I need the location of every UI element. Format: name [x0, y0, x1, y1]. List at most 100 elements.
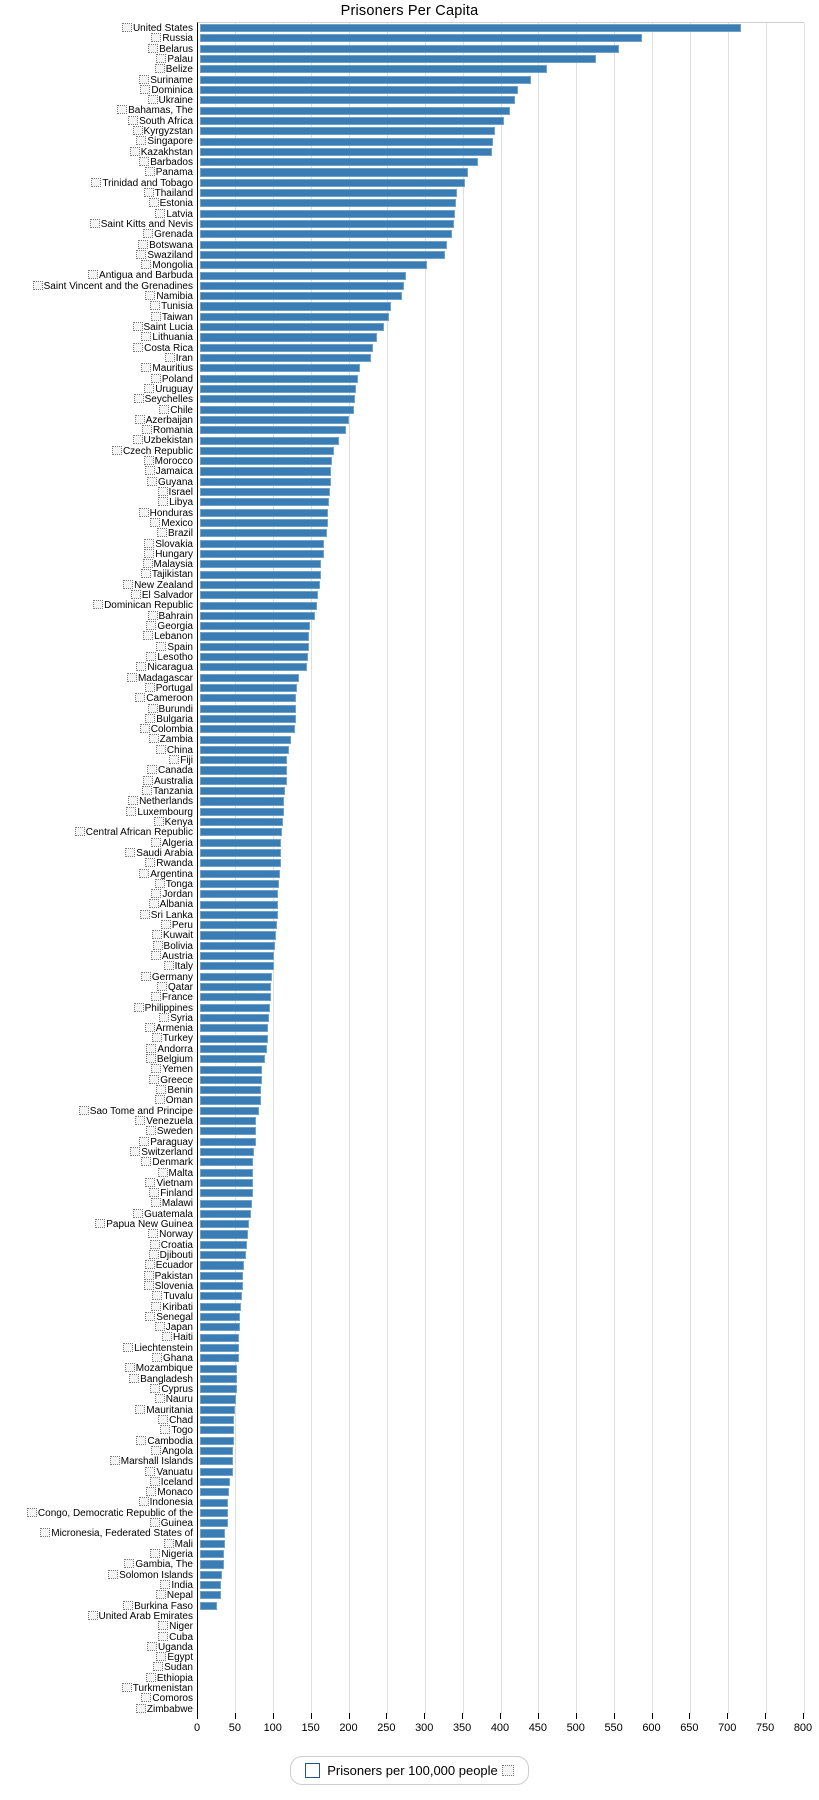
- country-name: Sri Lanka: [150, 909, 193, 921]
- country-name: Kyrgyzstan: [143, 126, 193, 138]
- missing-flag-icon: [156, 641, 167, 651]
- country-label: Andorra: [1, 1043, 193, 1054]
- country-name: Israel: [168, 486, 193, 498]
- country-name: Cyprus: [161, 1384, 193, 1396]
- missing-flag-icon: [150, 1445, 161, 1455]
- country-label: Kyrgyzstan: [1, 126, 193, 138]
- country-name: Italy: [174, 961, 193, 973]
- bar: [199, 343, 373, 352]
- bar-row: France: [1, 992, 804, 1003]
- bar-row: Switzerland: [1, 1146, 804, 1158]
- bar: [199, 85, 518, 95]
- bar: [199, 1601, 217, 1610]
- country-name: Uruguay: [155, 383, 193, 395]
- missing-flag-icon: [146, 1043, 157, 1053]
- missing-flag-icon: [148, 734, 159, 744]
- bar-row: Mozambique: [1, 1363, 804, 1374]
- bar-row: Antigua and Barbuda: [1, 270, 804, 281]
- bar-row: Central African Republic: [1, 827, 804, 838]
- bar-row: Monaco: [1, 1487, 804, 1499]
- country-name: Philippines: [144, 1002, 193, 1014]
- bar: [199, 694, 297, 703]
- country-label: Marshall Islands: [1, 1456, 193, 1468]
- country-label: Jordan: [1, 889, 193, 900]
- bar: [199, 457, 333, 466]
- x-axis-tick: [424, 1713, 426, 1719]
- missing-flag-icon: [149, 1518, 160, 1528]
- country-name: Kiribati: [162, 1301, 193, 1313]
- bar: [199, 1261, 245, 1270]
- bar: [199, 364, 361, 373]
- missing-flag-icon: [109, 1456, 120, 1466]
- bar-row: Dominican Republic: [1, 600, 804, 611]
- country-name: Marshall Islands: [120, 1456, 193, 1468]
- bar-row: Lebanon: [1, 631, 804, 642]
- missing-flag-icon: [138, 1497, 149, 1507]
- bar-row: Oman: [1, 1095, 804, 1106]
- bar: [199, 776, 287, 785]
- x-axis-tick-label: 400: [490, 1722, 510, 1734]
- gridline: [424, 23, 426, 1714]
- bar-row: Germany: [1, 971, 804, 982]
- country-label: Azerbaijan: [1, 414, 193, 426]
- missing-flag-icon: [147, 703, 158, 713]
- country-name: Estonia: [159, 198, 193, 210]
- missing-flag-icon: [149, 1188, 160, 1198]
- x-axis-tick: [575, 1713, 577, 1719]
- bar-row: Denmark: [1, 1157, 804, 1168]
- bar: [199, 220, 455, 229]
- country-name: Finland: [160, 1188, 193, 1200]
- country-label: Togo: [1, 1425, 193, 1436]
- bar: [199, 828, 283, 837]
- bar-row: Chile: [1, 404, 804, 415]
- country-name: Suriname: [150, 74, 193, 86]
- country-name: Cameroon: [146, 693, 193, 705]
- bar-row: Papua New Guinea: [1, 1219, 804, 1230]
- country-name: Monaco: [157, 1487, 193, 1499]
- country-name: Fiji: [180, 755, 193, 767]
- bar-row: Saint Vincent and the Grenadines: [1, 280, 804, 291]
- bar: [199, 189, 458, 198]
- x-axis-tick: [803, 1713, 804, 1719]
- gridline: [652, 23, 653, 1714]
- bar: [199, 1137, 256, 1146]
- missing-flag-icon: [151, 889, 162, 899]
- bar-row: Kiribati: [1, 1301, 804, 1313]
- missing-flag-icon: [150, 1198, 161, 1208]
- bar-row: Saudi Arabia: [1, 847, 804, 859]
- country-label: Comoros: [1, 1693, 193, 1704]
- missing-flag-icon: [143, 1280, 154, 1290]
- country-label: Solomon Islands: [1, 1569, 193, 1580]
- country-name: Bangladesh: [140, 1373, 193, 1385]
- country-name: Burkina Faso: [134, 1600, 193, 1612]
- x-axis-tick-label: 700: [718, 1722, 737, 1734]
- missing-flag-icon: [108, 1569, 119, 1579]
- country-name: United States: [132, 23, 193, 34]
- missing-flag-icon: [129, 146, 140, 156]
- country-label: Mauritania: [1, 1404, 193, 1415]
- x-axis-tick-label: 650: [680, 1722, 699, 1734]
- country-label: Ethiopia: [1, 1672, 193, 1683]
- gridline: [311, 23, 313, 1714]
- missing-flag-icon: [121, 1683, 132, 1693]
- country-label: Guatemala: [1, 1208, 193, 1219]
- country-label: Vietnam: [1, 1177, 193, 1189]
- bar: [199, 250, 445, 260]
- bar-row: Paraguay: [1, 1136, 804, 1147]
- bar-row: Ecuador: [1, 1260, 804, 1271]
- missing-flag-icon: [140, 569, 151, 579]
- missing-flag-icon: [149, 1239, 160, 1249]
- country-label: Bolivia: [1, 940, 193, 951]
- missing-flag-icon: [150, 373, 161, 383]
- country-name: Libya: [169, 497, 193, 509]
- missing-flag-icon: [150, 517, 161, 527]
- country-label: Portugal: [1, 682, 193, 694]
- country-label: Libya: [1, 497, 193, 509]
- bar-row: Kenya: [1, 816, 804, 828]
- country-label: Cameroon: [1, 693, 193, 705]
- bar-row: Colombia: [1, 724, 804, 735]
- x-axis-tick: [197, 1713, 198, 1719]
- country-label: Ecuador: [1, 1260, 193, 1271]
- country-label: Canada: [1, 765, 193, 776]
- missing-flag-icon: [146, 651, 157, 661]
